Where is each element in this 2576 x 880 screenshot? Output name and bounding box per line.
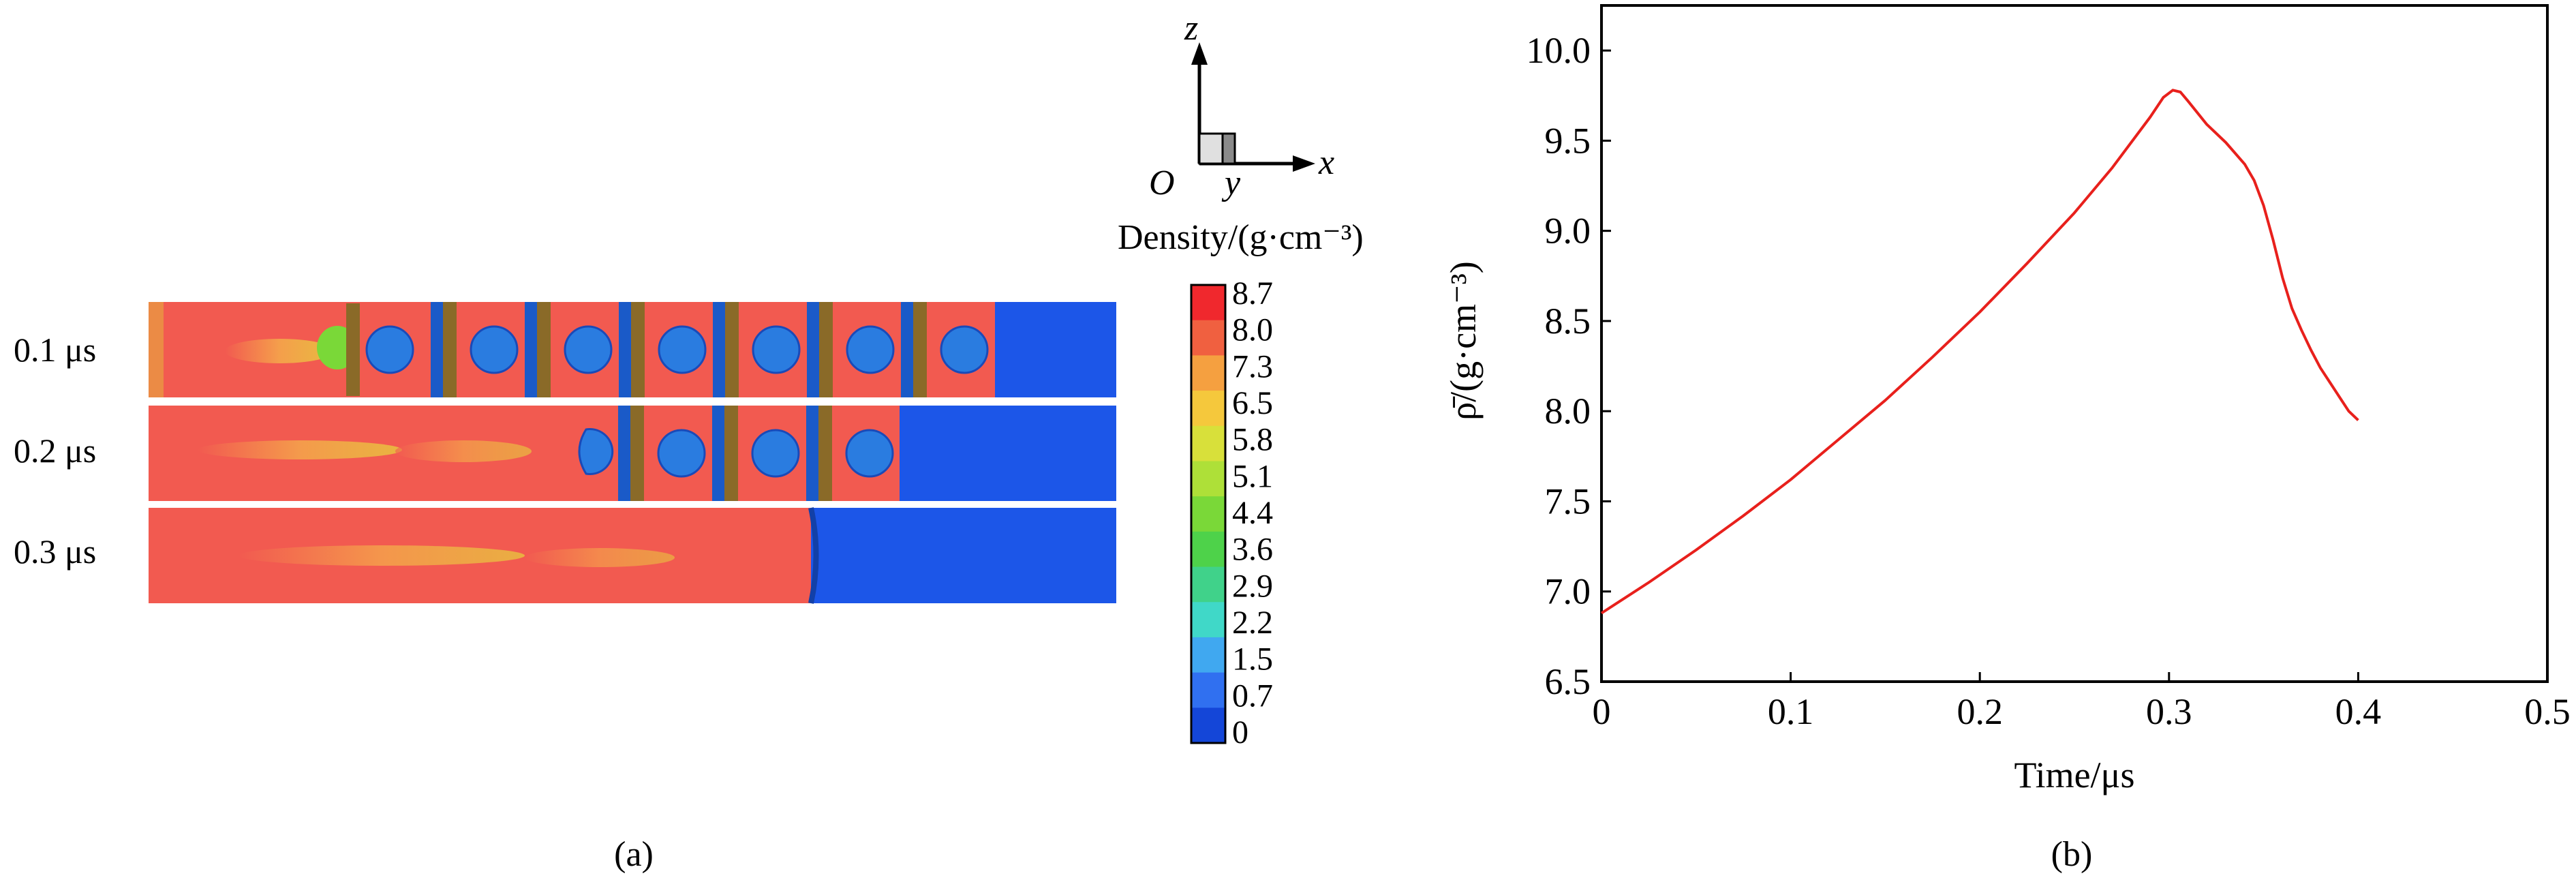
y-axis-label: ρ̄/(g·cm⁻³) bbox=[1443, 261, 1484, 421]
series-group bbox=[1600, 89, 2359, 615]
axis-y-label: y bbox=[1221, 164, 1241, 202]
colorbar-tick-label: 0.7 bbox=[1232, 678, 1273, 714]
plate-olive bbox=[537, 302, 551, 397]
density-strip-1 bbox=[149, 302, 1116, 397]
colorbar-cell bbox=[1191, 320, 1225, 356]
x-tick-label: 0.3 bbox=[2146, 691, 2192, 732]
colorbar-cell bbox=[1191, 637, 1225, 673]
colorbar-tick-label: 4.4 bbox=[1232, 495, 1273, 531]
colorbar-tick-label: 5.8 bbox=[1232, 422, 1273, 458]
line-chart: 0 0.1 0.2 0.3 0.4 0.5 6.5 7.0 7.5 8.0 8.5 9.0 9.5 10.… bbox=[1443, 4, 2571, 874]
particle bbox=[578, 428, 614, 475]
colorbar-title: Density/(g·cm⁻³) bbox=[1118, 218, 1364, 257]
particle bbox=[365, 325, 414, 374]
colorbar-cell bbox=[1191, 566, 1225, 603]
plate-blue bbox=[807, 302, 819, 397]
plate-olive bbox=[913, 302, 927, 397]
x-axis-label: Time/μs bbox=[2014, 755, 2134, 795]
plate-olive bbox=[725, 302, 739, 397]
colorbar-tick-label: 2.9 bbox=[1232, 568, 1273, 604]
particle-plate-units bbox=[365, 302, 989, 397]
plate-olive bbox=[724, 406, 738, 501]
time-label-3: 0.3 μs bbox=[14, 532, 96, 571]
x-tick-label: 0 bbox=[1593, 691, 1611, 732]
y-tick-label: 7.5 bbox=[1545, 481, 1591, 521]
y-tick-label: 7.0 bbox=[1545, 571, 1591, 612]
colorbar-cell bbox=[1191, 285, 1225, 321]
time-label-1: 0.1 μs bbox=[14, 331, 96, 369]
colorbar-cell bbox=[1191, 425, 1225, 461]
y-tick-label: 6.5 bbox=[1545, 661, 1591, 702]
colorbar-cell bbox=[1191, 461, 1225, 497]
time-label-2: 0.2 μs bbox=[14, 431, 96, 470]
colorbar-tick-label: 1.5 bbox=[1232, 641, 1273, 678]
colorbar-cell bbox=[1191, 672, 1225, 708]
x-tick-label: 0.5 bbox=[2524, 691, 2571, 732]
colorbar-cells bbox=[1191, 285, 1225, 744]
plate-blue bbox=[806, 406, 818, 501]
plate-blue bbox=[713, 302, 725, 397]
plate-olive bbox=[631, 302, 645, 397]
particle bbox=[564, 325, 613, 374]
colorbar-tick-label: 0 bbox=[1232, 714, 1248, 750]
caption-b: (b) bbox=[2051, 835, 2093, 874]
y-tick-label: 8.5 bbox=[1545, 301, 1591, 342]
axis-origin-label: O bbox=[1149, 164, 1175, 202]
plate-blue bbox=[619, 302, 631, 397]
colorbar: Density/(g·cm⁻³) 8.78.07.36.55.85.14.43.… bbox=[1118, 218, 1364, 750]
particle bbox=[658, 325, 707, 374]
plate-blue bbox=[525, 302, 537, 397]
colorbar-cell bbox=[1191, 355, 1225, 391]
density-strip-3 bbox=[149, 507, 1116, 604]
plate-olive bbox=[818, 406, 832, 501]
particle bbox=[940, 325, 989, 374]
plate-olive bbox=[630, 406, 644, 501]
y-tick-label: 9.5 bbox=[1545, 120, 1591, 161]
plate-blue bbox=[901, 302, 913, 397]
simulation-panel: 0.1 μs 0.2 μs 0.3 μs bbox=[14, 9, 1364, 874]
plate-olive bbox=[443, 302, 457, 397]
density-strip-2 bbox=[149, 406, 1116, 501]
particle bbox=[846, 325, 895, 374]
plate-blue bbox=[618, 406, 630, 501]
series-line bbox=[1600, 89, 2359, 615]
axis-x-label: x bbox=[1318, 143, 1334, 182]
x-tick-label: 0.1 bbox=[1768, 691, 1814, 732]
particle bbox=[657, 429, 706, 478]
x-tick-label: 0.4 bbox=[2335, 691, 2382, 732]
colorbar-tick-label: 2.2 bbox=[1232, 605, 1273, 641]
plot-frame bbox=[1600, 4, 2549, 683]
plate-blue bbox=[431, 302, 443, 397]
axis-z-label: z bbox=[1184, 9, 1198, 48]
particle bbox=[752, 325, 801, 374]
colorbar-tick-label: 6.5 bbox=[1232, 385, 1273, 421]
colorbar-tick-label: 3.6 bbox=[1232, 532, 1273, 568]
colorbar-tick-label: 8.7 bbox=[1232, 275, 1273, 312]
plate-blue bbox=[712, 406, 724, 501]
plate-olive bbox=[819, 302, 833, 397]
colorbar-tick-label: 7.3 bbox=[1232, 348, 1273, 384]
axis-ticks: 0 0.1 0.2 0.3 0.4 0.5 6.5 7.0 7.5 8.0 8.5 9.0 9.5 10.… bbox=[1527, 30, 2571, 732]
colorbar-tick-label: 5.1 bbox=[1232, 458, 1273, 494]
particle-plate-units bbox=[578, 406, 894, 501]
colorbar-cell bbox=[1191, 602, 1225, 638]
colorbar-ticks: 8.78.07.36.55.85.14.43.62.92.21.50.70 bbox=[1232, 275, 1273, 750]
particle bbox=[470, 325, 519, 374]
colorbar-cell bbox=[1191, 531, 1225, 568]
y-tick-label: 8.0 bbox=[1545, 391, 1591, 431]
colorbar-cell bbox=[1191, 708, 1225, 744]
colorbar-cell bbox=[1191, 391, 1225, 427]
particle bbox=[845, 429, 894, 478]
colorbar-tick-label: 8.0 bbox=[1232, 312, 1273, 348]
y-tick-label: 10.0 bbox=[1527, 30, 1591, 71]
colorbar-cell bbox=[1191, 496, 1225, 532]
caption-a: (a) bbox=[614, 835, 654, 874]
y-tick-label: 9.0 bbox=[1545, 211, 1591, 252]
particle bbox=[751, 429, 800, 478]
x-tick-label: 0.2 bbox=[1957, 691, 2003, 732]
coordinate-axes: z x y O bbox=[1149, 9, 1334, 202]
